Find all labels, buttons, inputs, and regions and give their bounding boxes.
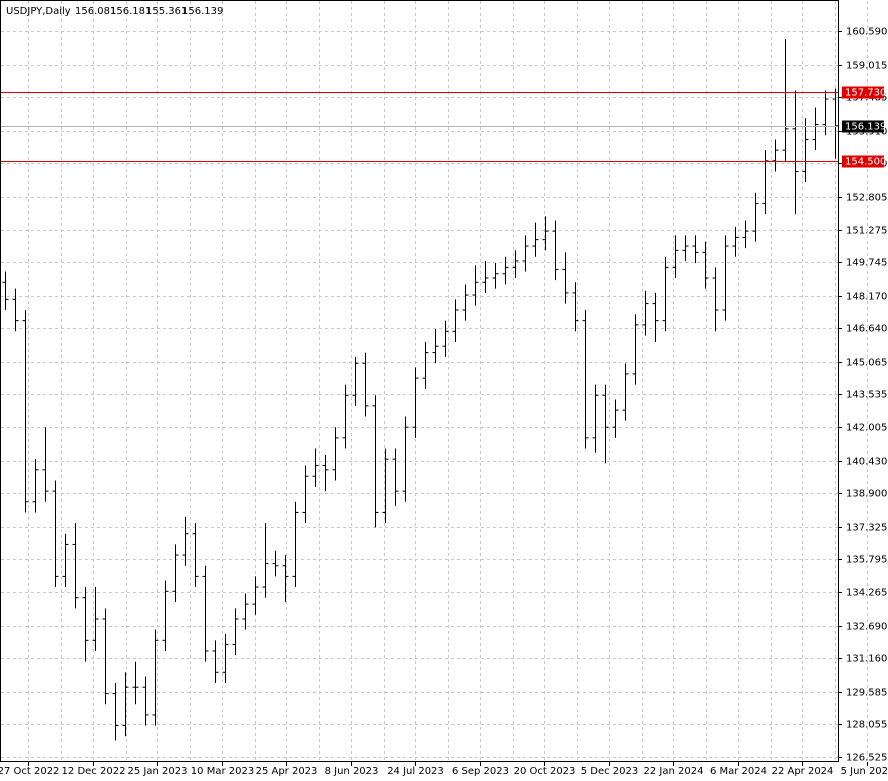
price-label: 154.500 [845,157,886,168]
x-tick-label: 12 Dec 2022 [62,766,126,777]
y-tick-label: 142.005 [846,423,887,434]
y-tick-label: 138.900 [846,489,887,500]
y-tick-label: 129.585 [846,688,887,699]
y-tick-label: 152.805 [846,193,887,204]
y-tick-label: 143.535 [846,390,887,401]
price-label-box [842,120,884,133]
y-tick-label: 135.795 [846,555,887,566]
y-tick-label: 134.265 [846,588,887,599]
y-tick-label: 126.525 [846,753,887,764]
y-tick-label: 151.275 [846,226,887,237]
x-tick-label: 22 Jan 2024 [644,766,704,777]
y-tick-label: 159.015 [846,61,887,72]
y-tick-label: 148.170 [846,292,887,303]
y-tick-label: 131.160 [846,654,887,665]
x-tick-label: 20 Oct 2023 [514,766,576,777]
x-tick-label: 24 Jul 2023 [387,766,444,777]
y-tick-label: 128.055 [846,720,887,731]
y-tick-label: 145.065 [846,358,887,369]
x-tick-label: 5 Jun 2024 [841,766,888,777]
y-tick-label: 146.640 [846,324,887,335]
header-high: 156.181 [110,6,151,17]
price-label-box [842,86,884,99]
x-tick-label: 6 Sep 2023 [452,766,509,777]
y-tick-label: 140.430 [846,457,887,468]
x-tick-label: 10 Mar 2023 [191,766,254,777]
symbol: USDJPY,Daily [6,6,71,17]
x-tick-label: 22 Apr 2024 [772,766,834,777]
bars [2,39,839,741]
x-tick-label: 25 Jan 2023 [128,766,188,777]
y-tick-label: 149.745 [846,258,887,269]
y-tick-label: 160.590 [846,27,887,38]
price-label: 156.139 [845,122,886,133]
y-tick-label: 132.690 [846,622,887,633]
header-open: 156.081 [75,6,116,17]
x-tick-label: 5 Dec 2023 [581,766,639,777]
plot-frame [0,0,839,762]
y-tick-label: 137.325 [846,523,887,534]
price-label-box [842,155,884,168]
header-low: 155.361 [146,6,187,17]
x-tick-label: 27 Oct 2022 [0,766,59,777]
x-tick-label: 25 Apr 2023 [256,766,318,777]
header-close: 156.139 [182,6,223,17]
x-tick-label: 8 Jun 2023 [325,766,379,777]
price-label: 157.730 [845,88,886,99]
x-tick-label: 6 Mar 2024 [710,766,767,777]
grid [1,1,868,762]
